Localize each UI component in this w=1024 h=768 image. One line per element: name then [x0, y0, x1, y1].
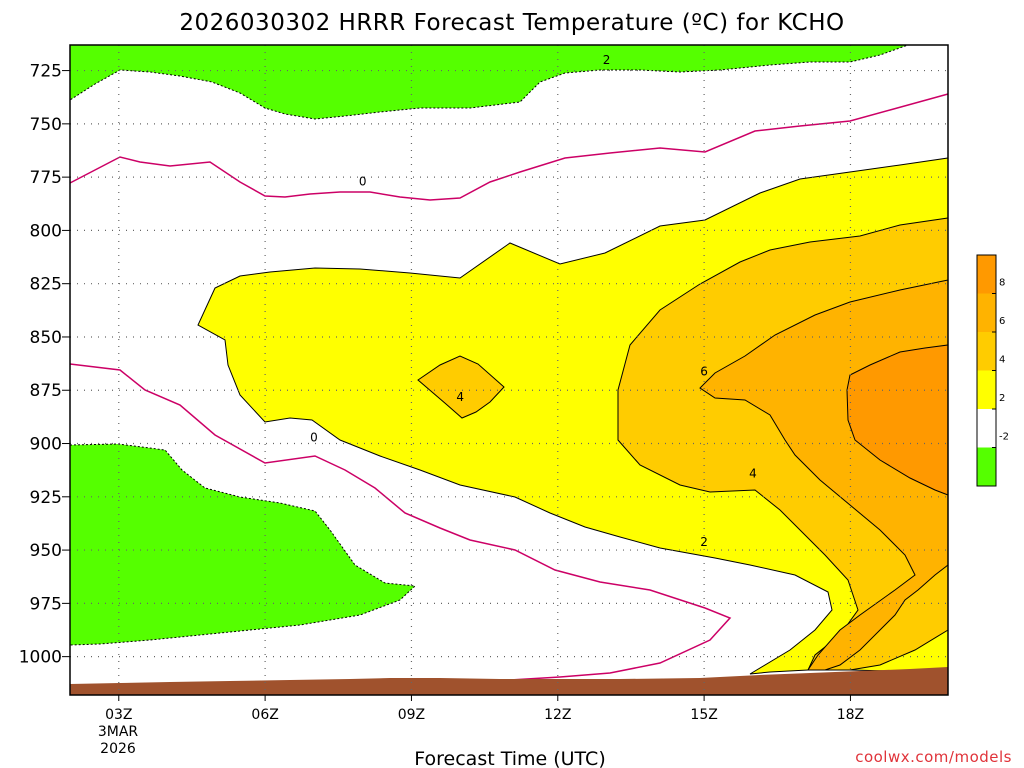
- contour-labels: 2 0 4 0 6 4 2: [310, 53, 757, 549]
- y-tick-label: 775: [30, 168, 62, 188]
- y-tick-label: 1000: [19, 648, 62, 668]
- contour-label: 6: [700, 364, 708, 378]
- legend-label: 2: [999, 393, 1005, 404]
- legend-label: 8: [999, 278, 1005, 289]
- x-date-line-1: 3MAR: [98, 724, 139, 740]
- contour-label: 4: [456, 390, 464, 404]
- y-tick-label: 925: [30, 488, 62, 508]
- plot-frame: [69, 44, 949, 696]
- contour-label: 2: [603, 53, 611, 67]
- x-date-line-2: 2026: [100, 741, 136, 757]
- legend-label: 6: [999, 316, 1005, 327]
- zero-isotherm-lower: [69, 363, 732, 681]
- legend-label: -2: [999, 432, 1009, 443]
- credit-link[interactable]: coolwx.com/models: [855, 748, 1012, 766]
- legend-swatch: [977, 255, 996, 294]
- cold-region-top: [69, 44, 909, 120]
- x-axis-label: Forecast Time (UTC): [414, 748, 605, 768]
- y-tick-label: 975: [30, 594, 62, 614]
- color-legend: 8 6 4 2 -2: [976, 254, 1009, 487]
- y-tick-label: 875: [30, 381, 62, 401]
- x-tick-label: 06Z: [251, 707, 278, 723]
- chart-title: 2026030302 HRRR Forecast Temperature (ºC…: [179, 10, 844, 36]
- contour-label: 4: [749, 467, 757, 481]
- plot-area: 2 0 4 0 6 4 2: [69, 44, 949, 696]
- y-tick-label: 750: [30, 115, 62, 135]
- terrain: [70, 667, 948, 695]
- legend-swatch: [977, 370, 996, 409]
- x-tick-label: 15Z: [690, 707, 717, 723]
- legend-swatch: [977, 332, 996, 371]
- y-tick-label: 950: [30, 541, 62, 561]
- x-tick-label: 12Z: [544, 707, 571, 723]
- contour-label: 2: [700, 535, 708, 549]
- y-tick-label: 825: [30, 275, 62, 295]
- y-tick-label: 900: [30, 435, 62, 455]
- x-tick-label: 03Z: [105, 707, 132, 723]
- contour-label: 0: [310, 430, 318, 444]
- x-tick-label: 18Z: [837, 707, 864, 723]
- cold-region-bottom: [69, 443, 417, 646]
- x-axis: 03Z 06Z 09Z 12Z 15Z 18Z: [105, 695, 864, 723]
- warm-pocket-4c: [417, 355, 505, 419]
- contour-label: 0: [359, 175, 367, 189]
- legend-label: 4: [999, 355, 1005, 366]
- y-axis: 725 750 775 800 825 850 875 900 925 950 975 1000: [19, 62, 70, 668]
- y-tick-label: 725: [30, 62, 62, 82]
- legend-swatch: [977, 447, 996, 486]
- x-tick-label: 09Z: [398, 707, 425, 723]
- legend-swatch: [977, 293, 996, 332]
- legend-swatch: [977, 409, 996, 448]
- y-tick-label: 850: [30, 328, 62, 348]
- zero-isotherm-upper: [69, 93, 949, 201]
- warm-region-8c: [846, 344, 949, 496]
- y-tick-label: 800: [30, 221, 62, 241]
